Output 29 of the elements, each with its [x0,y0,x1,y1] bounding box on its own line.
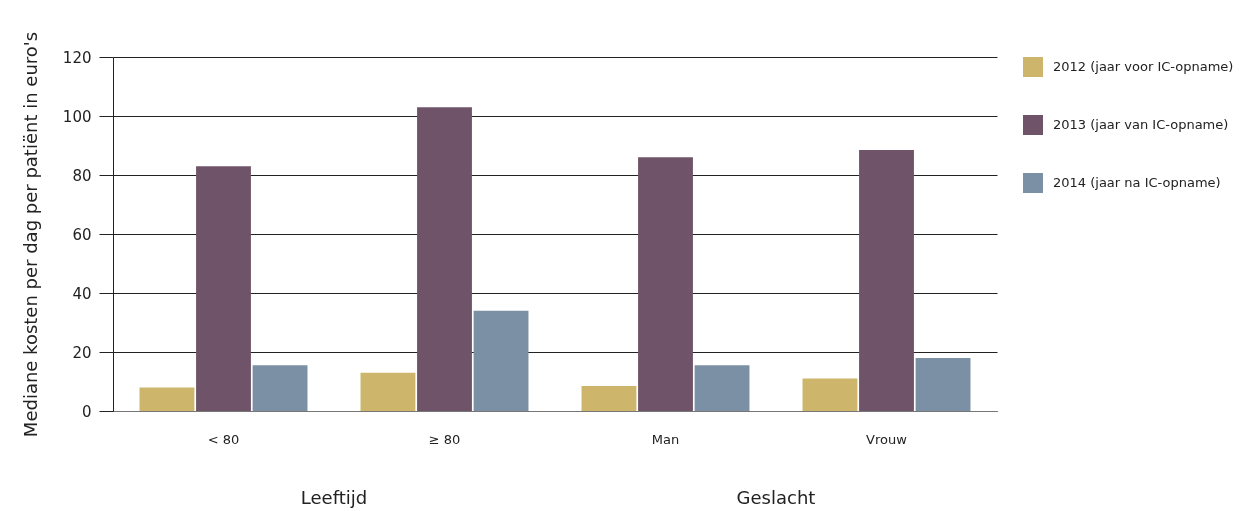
bar [417,107,472,411]
text: Geslacht [735,487,817,508]
x-tick-label: Vrouw [866,431,908,447]
x-tick-label: < 80 [207,431,240,447]
y-tick-label: 40 [72,284,92,303]
y-tick-label: 80 [72,166,92,185]
bar [638,157,693,411]
bar [139,387,195,411]
x-tick-label: ≥ 80 [428,431,461,447]
bar [252,365,308,411]
x-tick-label: Man [651,431,680,447]
bar [360,372,416,411]
bar [915,357,971,411]
legend-label: 2012 (jaar voor IC-opname) [1053,59,1234,74]
y-tick-label: 60 [72,225,92,244]
y-tick-label: 20 [72,343,92,362]
bar [473,310,529,411]
y-axis-title: Mediane kosten per dag per patiënt in euro's [19,31,41,438]
text: Leeftijd [299,487,369,508]
bar [859,149,914,411]
y-tick-label: 120 [62,48,92,67]
bar [581,385,637,411]
bar [196,166,251,411]
bar [802,378,858,411]
bar [694,365,750,411]
legend-label: 2014 (jaar na IC-opname) [1053,175,1221,190]
y-tick-label: 0 [81,402,92,421]
y-tick-label: 100 [62,107,92,126]
legend-label: 2013 (jaar van IC-opname) [1053,117,1229,132]
